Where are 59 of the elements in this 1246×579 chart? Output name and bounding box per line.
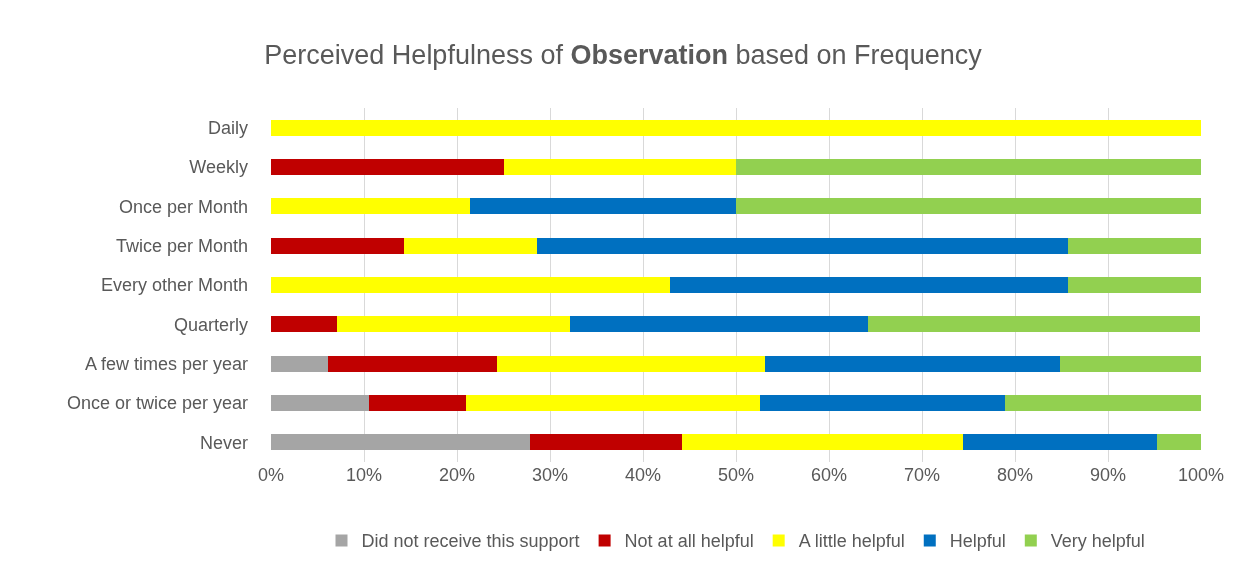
bar [271, 198, 471, 215]
bar [1059, 355, 1201, 372]
legend-label: Helpful [949, 531, 1006, 552]
x-tick-label: 80% [996, 465, 1034, 485]
bar [403, 237, 537, 254]
bar [466, 395, 761, 411]
x-tick-label: 40% [624, 465, 662, 485]
bar [530, 434, 683, 451]
y-tick-label: Once per Month [118, 196, 248, 217]
x-tick-label: 30% [531, 465, 569, 485]
legend-label: Did not receive this support [361, 531, 580, 552]
bar [368, 395, 467, 411]
bar [271, 237, 404, 254]
bar [271, 316, 338, 333]
bar [271, 119, 1201, 136]
x-tick-label: 50% [717, 465, 755, 485]
bar [1004, 395, 1201, 411]
bar [1068, 277, 1201, 293]
bar [503, 159, 736, 175]
bar [1157, 434, 1201, 451]
bar [569, 316, 869, 333]
y-tick-label: A few times per year [84, 353, 248, 374]
bar [669, 277, 1069, 293]
bar [327, 355, 497, 372]
bar [736, 159, 1201, 175]
y-tick-label: Every other Month [100, 275, 248, 296]
chart-title: Perceived Helpfulness of Observation based on Frequency [264, 40, 983, 71]
bar [337, 316, 570, 333]
y-tick-label: Quarterly [173, 314, 248, 335]
bar [682, 434, 963, 451]
bar [536, 237, 1069, 254]
bar [271, 395, 369, 411]
bar [271, 434, 531, 451]
bar [1068, 237, 1201, 254]
x-tick-label: 60% [810, 465, 848, 485]
bar [868, 316, 1201, 333]
x-tick-label: 20% [438, 465, 476, 485]
y-tick-label: Weekly [189, 157, 248, 178]
bar [271, 277, 670, 293]
bar [271, 159, 504, 175]
bar [760, 395, 1005, 411]
bar [470, 198, 736, 215]
bar [962, 434, 1158, 451]
legend-label: A little helpful [798, 531, 905, 552]
bar [764, 355, 1060, 372]
x-tick-label: 0% [257, 465, 285, 485]
y-tick-label: Twice per Month [115, 235, 248, 256]
x-tick-label: 70% [903, 465, 941, 485]
bar [271, 355, 328, 372]
y-tick-label: Daily [207, 117, 248, 138]
x-tick-label: 10% [345, 465, 383, 485]
x-tick-label: 90% [1089, 465, 1127, 485]
y-tick-label: Once or twice per year [66, 393, 248, 414]
bar [736, 198, 1201, 215]
y-tick-label: Never [199, 432, 248, 453]
legend-label: Very helpful [1050, 531, 1145, 552]
legend-label: Not at all helpful [624, 531, 754, 552]
x-tick-label: 100% [1177, 465, 1225, 485]
bar [496, 355, 765, 372]
